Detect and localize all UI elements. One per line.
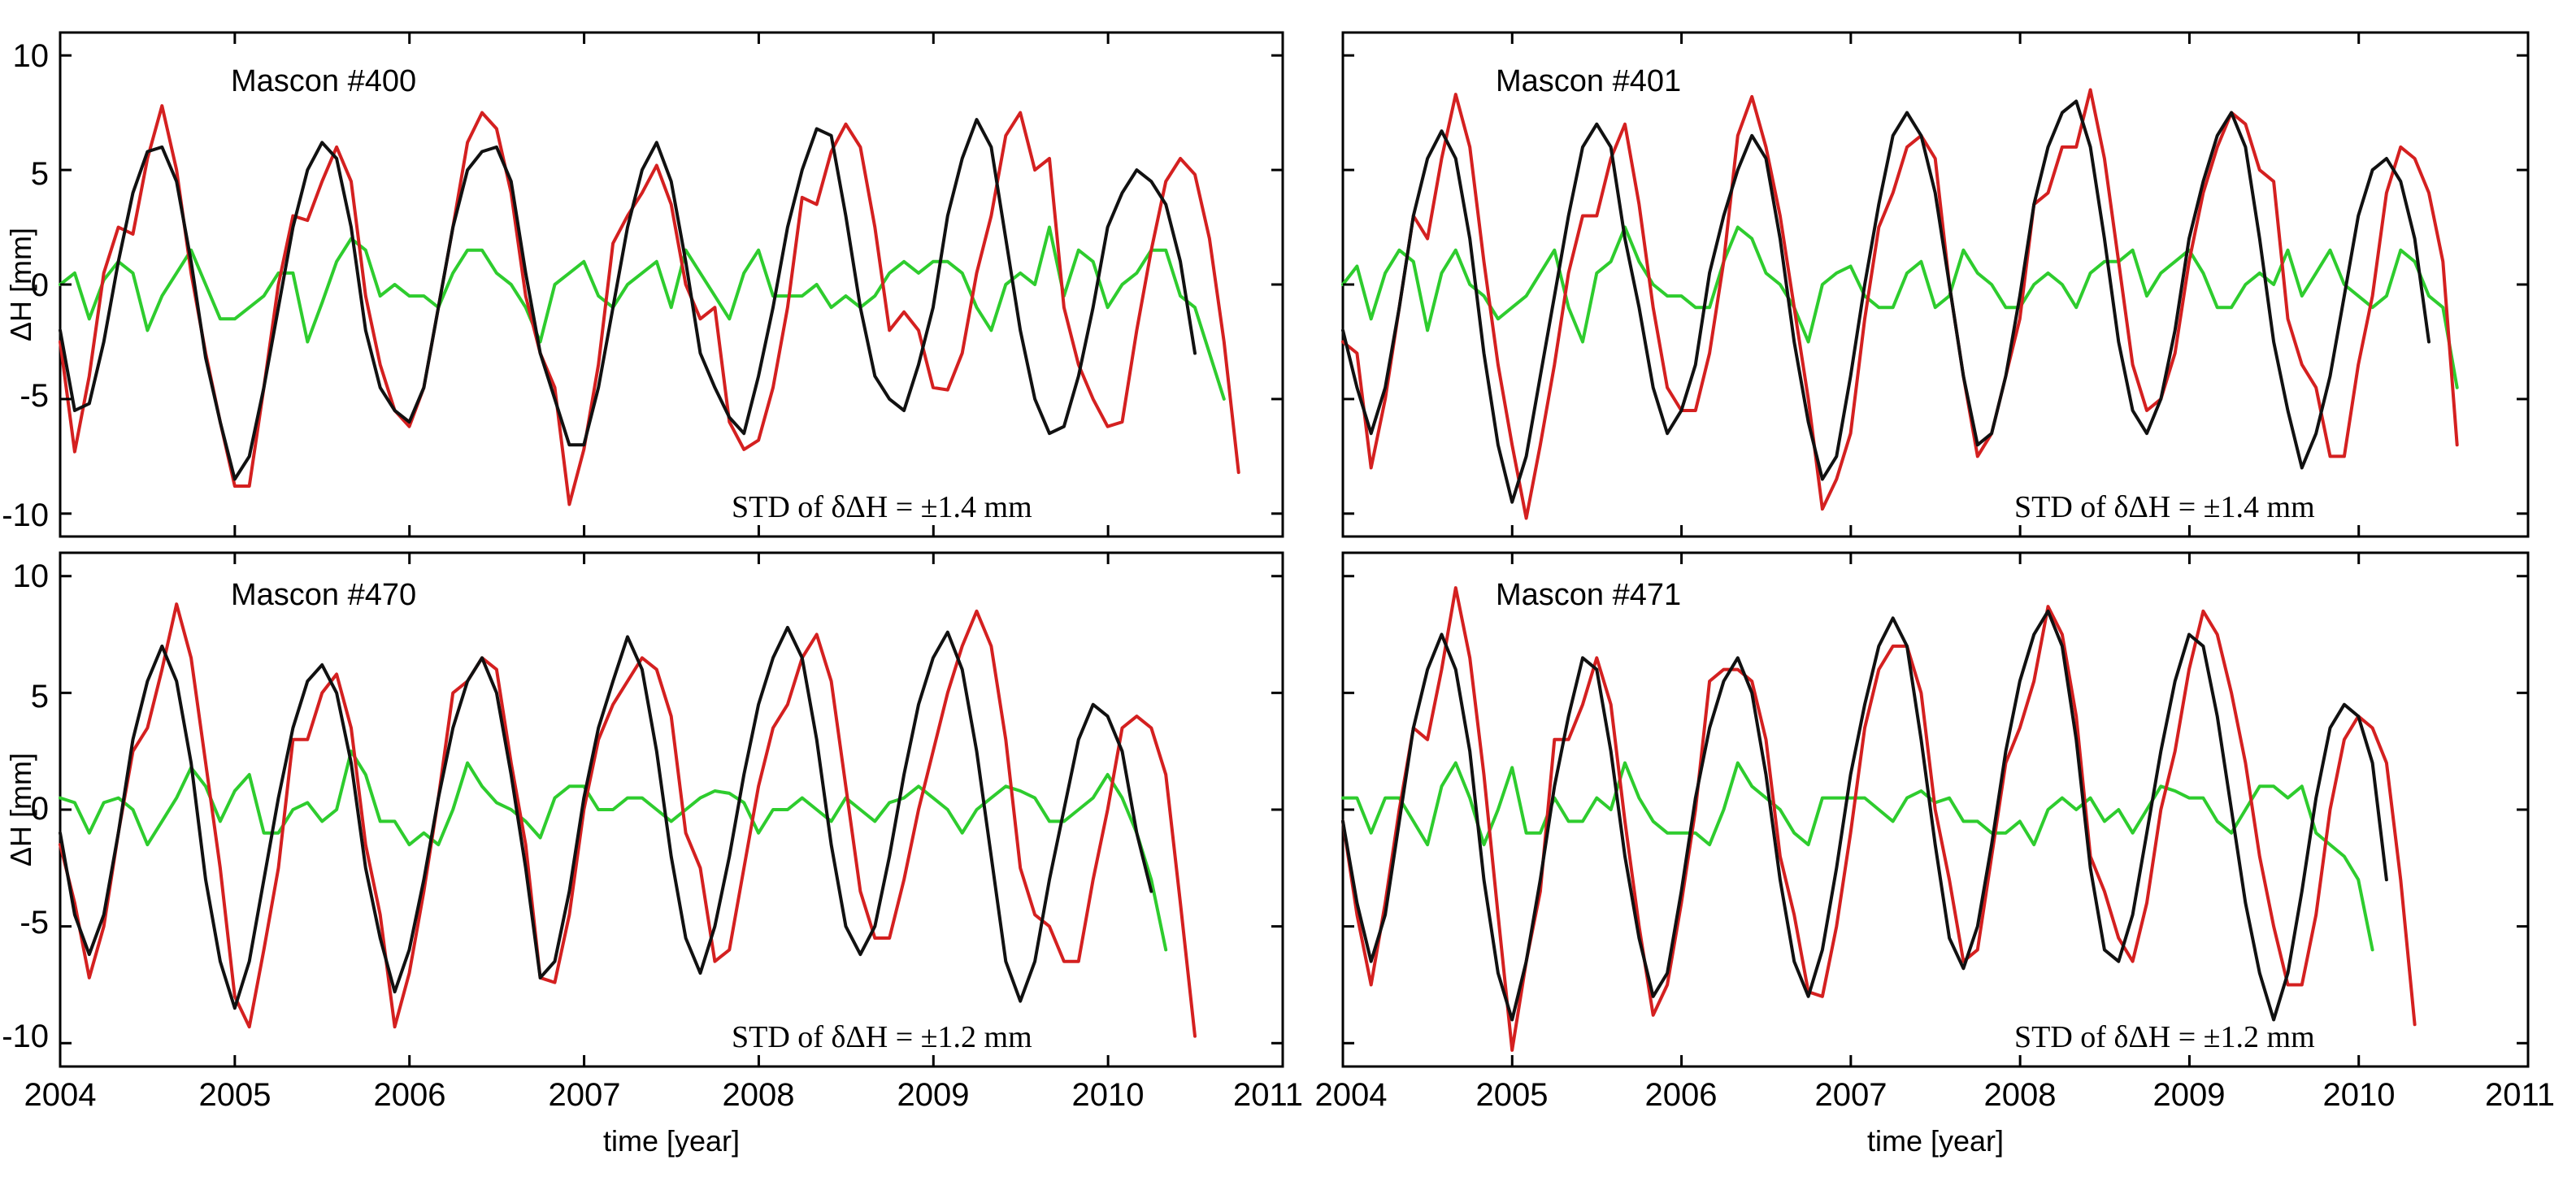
series-lines [1341, 586, 2417, 1052]
x-tick-label: 2008 [1984, 1077, 2057, 1113]
series-line-green [1341, 225, 2459, 389]
y-axis-label: ΔH [mm] [4, 753, 37, 867]
tick-marks [1341, 33, 2530, 537]
y-tick-label: -5 [20, 378, 49, 414]
series-line-green [1341, 761, 2374, 952]
series-line-red [59, 602, 1197, 1038]
y-tick-label: 10 [13, 558, 50, 594]
y-tick-label: 0 [31, 267, 49, 303]
series-line-black [59, 625, 1153, 1010]
x-tick-label: 2011 [1233, 1077, 1303, 1113]
series-line-green [59, 749, 1168, 952]
y-tick-label: -10 [2, 497, 49, 533]
x-tick-labels-left: 2004 2005 2006 2007 2008 2009 2010 2011 [24, 1077, 1304, 1113]
panel-title: Mascon #401 [1496, 64, 1681, 98]
tick-marks [59, 553, 1284, 1067]
x-tick-label: 2010 [2323, 1077, 2396, 1113]
x-tick-label: 2010 [1072, 1077, 1145, 1113]
x-tick-label: 2009 [2153, 1077, 2226, 1113]
series-line-red [1341, 586, 2417, 1052]
std-label: STD of δΔH = ±1.2 mm [732, 1020, 1032, 1054]
series-lines [59, 104, 1240, 506]
x-tick-label: 2007 [549, 1077, 621, 1113]
x-tick-label: 2008 [723, 1077, 795, 1113]
series-line-black [59, 118, 1197, 481]
panel-mascon-400: Mascon #400 STD of δΔH = ±1.4 mm 10 5 0 … [2, 31, 1284, 538]
y-tick-label: 0 [31, 791, 49, 827]
y-tick-label: -10 [2, 1019, 49, 1054]
series-line-black [1341, 99, 2430, 504]
x-axis-label-left: time [year] [603, 1124, 740, 1158]
std-label: STD of δΔH = ±1.4 mm [2014, 490, 2315, 524]
x-tick-label: 2006 [1645, 1077, 1718, 1113]
x-tick-label: 2005 [1476, 1077, 1549, 1113]
series-line-red [59, 104, 1240, 506]
y-tick-label: 5 [31, 156, 49, 192]
x-axis-label-right: time [year] [1867, 1124, 2004, 1158]
panel-mascon-471: Mascon #471 STD of δΔH = ±1.2 mm [1341, 551, 2530, 1068]
std-label: STD of δΔH = ±1.4 mm [732, 490, 1032, 524]
tick-marks [59, 33, 1284, 537]
panel-mascon-470: Mascon #470 STD of δΔH = ±1.2 mm 10 5 0 … [2, 551, 1284, 1068]
panel-mascon-401: Mascon #401 STD of δΔH = ±1.4 mm [1341, 31, 2530, 538]
plot-frame [1341, 31, 2530, 538]
series-line-green [59, 225, 1226, 401]
std-label: STD of δΔH = ±1.2 mm [2014, 1020, 2315, 1054]
series-lines [59, 602, 1197, 1038]
series-lines [1341, 88, 2459, 520]
panel-title: Mascon #400 [231, 64, 416, 98]
x-tick-label: 2007 [1815, 1077, 1887, 1113]
x-tick-label: 2004 [1315, 1077, 1388, 1113]
x-tick-label: 2009 [897, 1077, 970, 1113]
y-tick-label: 5 [31, 679, 49, 715]
y-axis-label: ΔH [mm] [4, 228, 37, 341]
plot-frame [59, 551, 1284, 1068]
x-tick-labels-right: 2004 2005 2006 2007 2008 2009 2010 2011 [1315, 1077, 2556, 1113]
panel-title: Mascon #470 [231, 578, 416, 612]
y-tick-label: -5 [20, 905, 49, 941]
series-line-red [1341, 88, 2459, 520]
series-line-black [1341, 609, 2388, 1022]
y-tick-label: 10 [13, 38, 50, 74]
x-tick-label: 2011 [2485, 1077, 2555, 1113]
x-tick-label: 2006 [374, 1077, 446, 1113]
x-tick-label: 2004 [24, 1077, 97, 1113]
tick-marks [1341, 553, 2530, 1067]
x-tick-label: 2005 [199, 1077, 272, 1113]
panel-title: Mascon #471 [1496, 578, 1681, 612]
